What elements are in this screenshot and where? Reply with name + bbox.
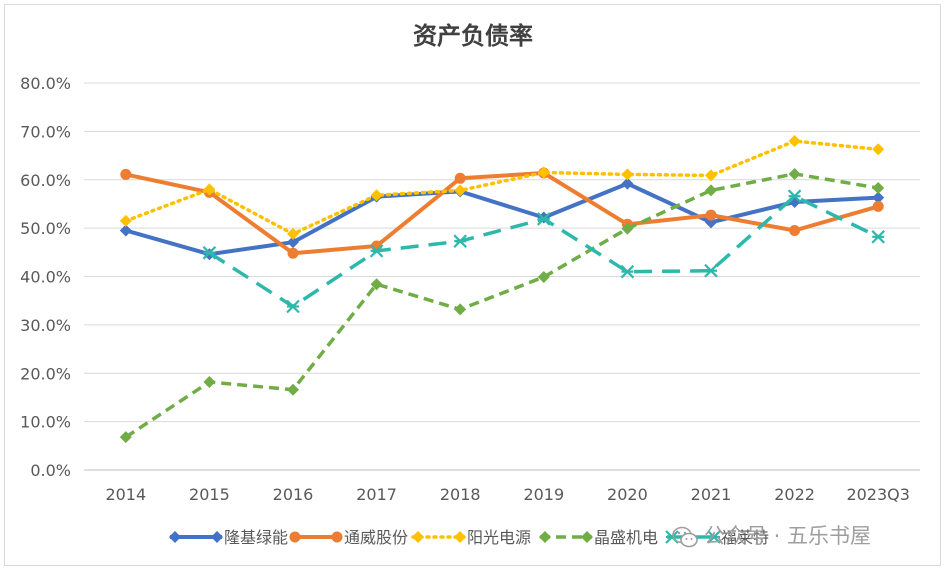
legend-item-1: 隆基绿能 xyxy=(169,528,288,547)
legend-marker xyxy=(289,531,301,543)
series-4-point xyxy=(370,278,383,291)
series-5-group xyxy=(202,189,885,314)
series-3-line xyxy=(124,139,880,236)
legend-item-3: 阳光电源 xyxy=(411,528,531,547)
series-3-point xyxy=(119,214,132,227)
series-4-point xyxy=(705,184,717,197)
series-3-point xyxy=(370,189,383,202)
x-tick-label: 2015 xyxy=(189,485,230,504)
series-2-point xyxy=(789,225,801,237)
legend-label: 福莱特 xyxy=(721,528,769,547)
x-tick-label: 2021 xyxy=(691,485,732,504)
y-tick-label: 0.0% xyxy=(30,461,71,480)
series-1-line xyxy=(125,181,879,257)
legend-label: 通威股份 xyxy=(344,528,408,547)
series-4-point xyxy=(454,303,467,316)
legend-marker xyxy=(454,531,466,543)
x-tick-label: 2020 xyxy=(607,485,648,504)
legend-marker xyxy=(169,531,181,543)
series-5-point xyxy=(871,230,885,244)
y-tick-label: 60.0% xyxy=(20,171,71,190)
series-1-point xyxy=(621,177,634,190)
legend-item-4: 晶盛机电 xyxy=(539,528,658,547)
y-tick-label: 80.0% xyxy=(20,74,71,93)
watermark-text: 公众号 · 五乐书屋 xyxy=(704,524,872,548)
series-3-group xyxy=(119,135,885,240)
series-4-point xyxy=(872,181,885,194)
series-4-group xyxy=(119,167,885,444)
y-tick-label: 20.0% xyxy=(20,364,71,383)
legend-marker xyxy=(412,531,424,543)
x-tick-label: 2023Q3 xyxy=(846,485,910,504)
series-4-point xyxy=(537,270,550,283)
series-5-point xyxy=(704,263,718,278)
y-tick-label: 40.0% xyxy=(20,268,71,287)
x-tick-label: 2016 xyxy=(273,485,314,504)
series-3-point xyxy=(705,169,717,182)
chart-frame xyxy=(4,4,941,566)
y-tick-label: 50.0% xyxy=(20,219,71,238)
series-3-point xyxy=(537,166,550,179)
legend-item-5: 福莱特 xyxy=(665,528,769,547)
legend-marker xyxy=(331,531,343,543)
series-1-point xyxy=(287,236,299,249)
series-5-point xyxy=(369,244,384,258)
legend-marker xyxy=(211,531,223,543)
y-tick-label: 70.0% xyxy=(20,122,71,141)
series-5-point xyxy=(202,246,217,260)
legend-label: 晶盛机电 xyxy=(594,528,658,547)
series-3-point xyxy=(454,184,467,197)
legend-marker xyxy=(539,531,551,543)
legend-label: 隆基绿能 xyxy=(224,528,288,547)
series-5-point xyxy=(787,189,802,203)
series-4-point xyxy=(287,383,299,396)
series-5-point xyxy=(620,264,635,279)
series-3-point xyxy=(788,135,801,148)
series-2-point xyxy=(287,247,299,259)
wechat-icon xyxy=(672,526,698,548)
series-2-point xyxy=(705,209,717,221)
y-tick-label: 30.0% xyxy=(20,316,71,335)
y-tick-label: 10.0% xyxy=(20,413,71,432)
series-4-point xyxy=(203,375,216,388)
x-tick-label: 2019 xyxy=(523,485,564,504)
series-2-point xyxy=(872,200,884,212)
series-4-line xyxy=(124,172,879,439)
x-tick-label: 2022 xyxy=(774,485,815,504)
series-2-point xyxy=(120,168,132,180)
x-tick-label: 2017 xyxy=(356,485,397,504)
watermark: 公众号 · 五乐书屋 xyxy=(672,520,871,550)
series-2-line xyxy=(125,171,879,256)
series-4-point xyxy=(621,222,634,235)
series-5-point xyxy=(286,299,300,314)
chart-title: 资产负债率 xyxy=(413,22,533,50)
series-3-point xyxy=(203,183,216,196)
legend-marker xyxy=(707,530,721,544)
legend-item-2: 通威股份 xyxy=(289,528,408,547)
series-1-point xyxy=(872,191,885,204)
series-5-point xyxy=(453,234,467,248)
legend-label: 阳光电源 xyxy=(467,528,531,547)
series-4-point xyxy=(788,167,801,180)
x-tick-label: 2014 xyxy=(105,485,146,504)
series-3-point xyxy=(621,168,634,181)
series-2-point xyxy=(454,172,466,184)
series-3-point xyxy=(872,143,885,156)
series-5-point xyxy=(537,212,551,226)
x-tick-label: 2018 xyxy=(440,485,481,504)
series-4-point xyxy=(119,431,132,444)
series-1-point xyxy=(119,224,132,237)
series-3-point xyxy=(287,227,299,240)
legend-marker xyxy=(581,531,593,543)
